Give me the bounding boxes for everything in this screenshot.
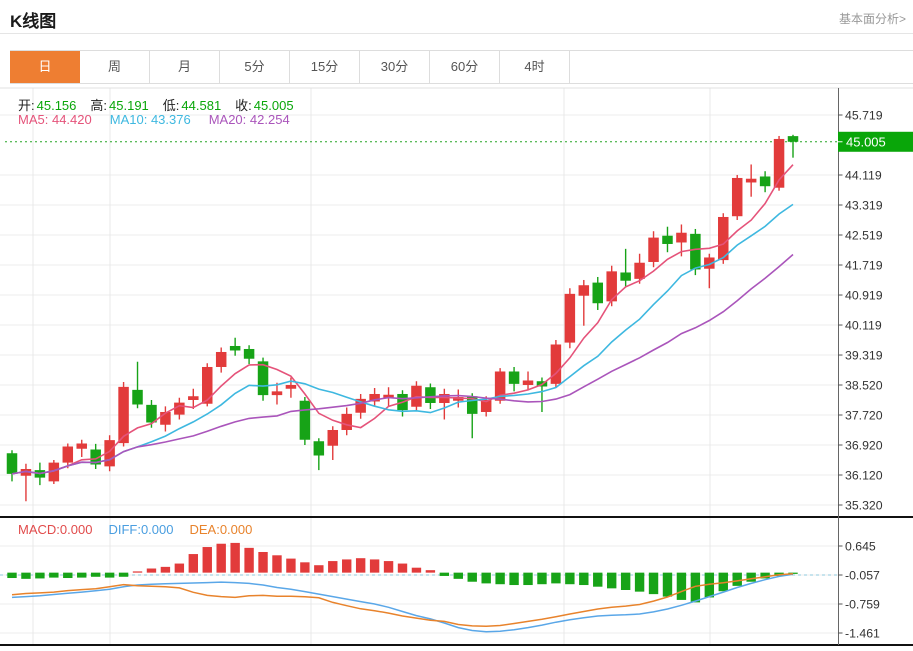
ma10-legend: MA10: 43.376 — [109, 112, 191, 127]
svg-text:42.519: 42.519 — [845, 228, 883, 242]
diff-line — [11, 573, 794, 633]
svg-text:-1.461: -1.461 — [845, 626, 880, 640]
tab-day[interactable]: 日 — [10, 51, 80, 83]
ohlc-legend: 开: 45.156 高: 45.191 低: 44.581 收: 45.005 — [18, 95, 294, 114]
svg-text:45.005: 45.005 — [846, 134, 886, 149]
low-label: 低: — [162, 98, 180, 113]
tab-4hour[interactable]: 4时 — [500, 51, 570, 83]
period-tabbar: 日 周 月 5分 15分 30分 60分 4时 — [10, 50, 913, 84]
tab-15min[interactable]: 15分 — [290, 51, 360, 83]
svg-text:-0.759: -0.759 — [845, 597, 880, 611]
ma5-line — [11, 164, 794, 475]
candles-layer — [6, 134, 799, 502]
diff-value-legend: DIFF:0.000 — [108, 522, 174, 537]
svg-text:39.319: 39.319 — [845, 348, 883, 362]
dea-value-legend: DEA:0.000 — [189, 522, 253, 537]
svg-text:35.320: 35.320 — [845, 498, 883, 512]
svg-text:0.645: 0.645 — [845, 539, 876, 553]
low-value: 44.581 — [181, 98, 222, 113]
grid-layer — [0, 88, 838, 645]
svg-text:43.319: 43.319 — [845, 198, 883, 212]
fundamental-analysis-link[interactable]: 基本面分析> — [838, 12, 906, 26]
header-divider — [0, 33, 913, 34]
macd-histogram — [7, 542, 798, 603]
high-label: 高: — [90, 98, 108, 113]
svg-text:45.719: 45.719 — [845, 108, 883, 122]
macd-value-legend: MACD:0.000 — [18, 522, 93, 537]
svg-text:44.119: 44.119 — [845, 168, 882, 182]
tab-week[interactable]: 周 — [80, 51, 150, 83]
page-title: K线图 — [10, 12, 57, 31]
axis-labels: 45.719 44.119 43.319 42.519 41.719 40.919 40.1… — [838, 108, 883, 640]
ma20-line — [11, 253, 794, 475]
svg-text:40.119: 40.119 — [845, 318, 882, 332]
dea-line — [11, 572, 794, 628]
ma5-legend: MA5: 44.420 — [18, 112, 92, 127]
svg-text:36.920: 36.920 — [845, 438, 883, 452]
close-value: 45.005 — [253, 98, 294, 113]
tab-60min[interactable]: 60分 — [430, 51, 500, 83]
svg-text:37.720: 37.720 — [845, 408, 883, 422]
ma-legend: MA5: 44.420 MA10: 43.376 MA20: 42.254 — [18, 112, 308, 127]
close-label: 收: — [235, 98, 252, 113]
svg-text:38.520: 38.520 — [845, 378, 883, 392]
svg-text:40.919: 40.919 — [845, 288, 883, 302]
ma20-legend: MA20: 42.254 — [208, 112, 290, 127]
macd-legend: MACD:0.000 DIFF:0.000 DEA:0.000 — [18, 522, 268, 537]
tab-month[interactable]: 月 — [150, 51, 220, 83]
current-price-label: 45.005 — [838, 131, 913, 152]
open-value: 45.156 — [36, 98, 77, 113]
svg-text:36.120: 36.120 — [845, 468, 883, 482]
high-value: 45.191 — [109, 98, 149, 113]
tab-30min[interactable]: 30分 — [360, 51, 430, 83]
open-label: 开: — [18, 98, 35, 113]
svg-text:41.719: 41.719 — [845, 258, 883, 272]
ma10-line — [11, 203, 794, 475]
tab-5min[interactable]: 5分 — [220, 51, 290, 83]
svg-text:-0.057: -0.057 — [845, 568, 880, 582]
